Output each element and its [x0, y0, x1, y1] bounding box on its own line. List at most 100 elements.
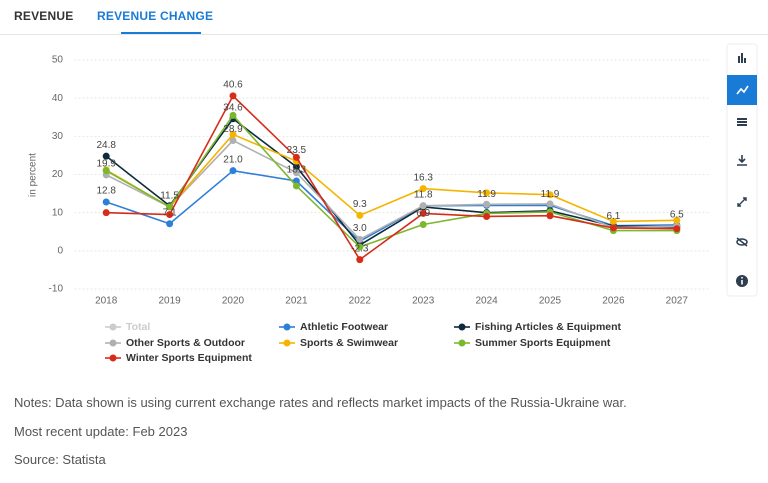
data-label: 28.9 — [223, 124, 243, 135]
point — [292, 163, 300, 171]
point — [419, 220, 427, 228]
legend-marker — [283, 323, 291, 331]
data-label: 16.3 — [413, 172, 433, 183]
legend-item[interactable]: Winter Sports Equipment — [105, 352, 252, 364]
legend-label: Winter Sports Equipment — [126, 352, 252, 364]
data-label: -2.3 — [351, 243, 369, 254]
x-tick-label: 2019 — [158, 296, 181, 307]
legend-label: Athletic Footwear — [300, 321, 388, 333]
tab-underline — [121, 32, 201, 34]
info-icon[interactable] — [736, 275, 748, 287]
point — [609, 217, 617, 225]
x-tick-label: 2026 — [602, 296, 625, 307]
point — [102, 152, 110, 160]
point — [609, 224, 617, 232]
x-tick-label: 2018 — [95, 296, 118, 307]
x-tick-label: 2025 — [539, 296, 562, 307]
x-tick-label: 2021 — [285, 296, 308, 307]
x-tick-label: 2020 — [222, 296, 245, 307]
legend-marker — [109, 323, 117, 331]
point — [229, 167, 237, 175]
point — [356, 211, 364, 219]
point — [546, 191, 554, 199]
y-axis-label: in percent — [28, 153, 39, 197]
data-label: 11.8 — [414, 189, 433, 200]
point — [292, 169, 300, 177]
legend-label: Fishing Articles & Equipment — [475, 321, 622, 333]
legend-item[interactable]: Sports & Swimwear — [279, 337, 398, 349]
data-label: 6.9 — [416, 208, 430, 219]
y-tick-label: 30 — [52, 131, 64, 142]
legend-item[interactable]: Fishing Articles & Equipment — [454, 321, 622, 333]
note: Notes: Data shown is using current excha… — [14, 395, 627, 410]
x-tick-label: 2023 — [412, 296, 435, 307]
point — [483, 189, 491, 197]
legend-marker — [458, 339, 466, 347]
point — [292, 177, 300, 185]
y-tick-label: 40 — [52, 93, 64, 104]
point — [166, 220, 174, 228]
point — [102, 167, 110, 175]
series-line — [105, 133, 677, 223]
point — [356, 256, 364, 264]
legend-label: Summer Sports Equipment — [475, 337, 611, 349]
data-label: 23.5 — [287, 145, 307, 156]
table-icon[interactable] — [737, 118, 747, 126]
hide-icon[interactable] — [736, 237, 748, 247]
point — [102, 198, 110, 206]
data-label: 7.1 — [163, 207, 177, 218]
point — [229, 137, 237, 145]
legend-label: Sports & Swimwear — [300, 337, 398, 349]
point — [229, 111, 237, 119]
note: Most recent update: Feb 2023 — [14, 424, 188, 439]
point — [483, 200, 491, 208]
data-label: 19.9 — [96, 159, 116, 170]
legend-label: Total — [126, 321, 150, 333]
bar-icon[interactable] — [738, 53, 746, 63]
data-label: 3.0 — [353, 223, 367, 234]
legend-item[interactable]: Other Sports & Outdoor — [105, 337, 245, 349]
point — [292, 153, 300, 161]
point — [292, 182, 300, 190]
point — [102, 209, 110, 217]
data-label: 24.8 — [96, 140, 116, 151]
point — [419, 209, 427, 217]
y-tick-label: -10 — [49, 284, 64, 295]
tab-active[interactable]: REVENUE CHANGE — [97, 9, 214, 23]
x-tick-label: 2024 — [475, 296, 498, 307]
point — [673, 225, 681, 233]
tab[interactable]: REVENUE — [14, 9, 74, 23]
fullscreen-icon[interactable] — [737, 197, 747, 207]
point — [356, 243, 364, 251]
legend-item[interactable]: Total — [105, 321, 150, 333]
data-label: 40.6 — [223, 80, 243, 91]
y-tick-label: 10 — [52, 207, 64, 218]
data-label: 6.1 — [606, 211, 620, 222]
point — [546, 212, 554, 220]
data-label: 18.3 — [287, 165, 307, 176]
legend-item[interactable]: Athletic Footwear — [279, 321, 388, 333]
point — [483, 212, 491, 220]
chart: in percent -10 0 10 20 30 40 50 2018 2019 2020 202… — [28, 43, 758, 364]
point — [546, 200, 554, 208]
series-line — [105, 139, 677, 241]
point — [419, 202, 427, 210]
legend-item[interactable]: Summer Sports Equipment — [454, 337, 611, 349]
point — [166, 211, 174, 219]
point — [419, 185, 427, 193]
toolbar-bg — [726, 43, 758, 297]
y-tick-label: 50 — [52, 55, 64, 66]
data-label: 6.5 — [670, 210, 684, 221]
download-icon[interactable] — [737, 155, 747, 166]
data-label: 9.3 — [353, 199, 367, 210]
toolbar — [726, 43, 758, 297]
legend-marker — [109, 354, 117, 362]
y-tick-label: 0 — [57, 245, 63, 256]
point — [229, 130, 237, 138]
x-tick-label: 2022 — [349, 296, 372, 307]
data-label: 34.6 — [223, 102, 243, 113]
series-line — [106, 94, 677, 261]
legend-marker — [458, 323, 466, 331]
data-label: 11.9 — [477, 189, 496, 200]
